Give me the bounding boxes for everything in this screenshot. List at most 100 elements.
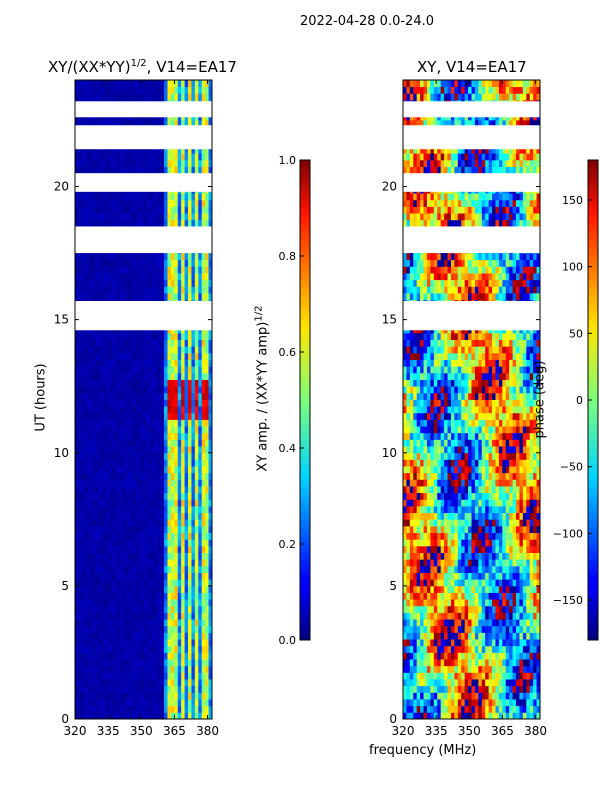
phase-cell <box>444 679 448 687</box>
amp-cell <box>126 459 131 467</box>
amp-cell <box>105 432 110 440</box>
amp-cell <box>194 585 199 593</box>
amp-cell <box>143 525 148 534</box>
phase-cell <box>519 672 524 680</box>
amp-cell <box>133 579 138 587</box>
amp-cell <box>95 359 100 367</box>
phase-cell <box>437 572 442 580</box>
phase-cell <box>464 679 469 687</box>
phase-cell <box>512 539 517 547</box>
amp-cell <box>119 625 124 633</box>
amp-cell <box>157 253 162 261</box>
amp-cell <box>191 685 196 693</box>
amp-cell <box>146 159 151 167</box>
phase-cell <box>430 579 435 587</box>
amp-cell <box>88 545 93 553</box>
amp-cell <box>146 539 151 547</box>
amp-cell <box>109 639 114 647</box>
amp-cell <box>119 705 124 713</box>
amp-cell <box>167 539 172 547</box>
phase-cell <box>495 592 500 600</box>
amp-cell <box>170 545 175 553</box>
amp-cell <box>167 585 172 593</box>
amp-cell <box>167 665 172 673</box>
phase-cell <box>444 699 448 707</box>
amp-cell <box>181 146 185 154</box>
phase-cell <box>502 652 507 660</box>
amp-cell <box>122 432 127 440</box>
phase-cell <box>413 565 418 573</box>
amp-cell <box>157 386 162 394</box>
amp-cell <box>205 705 209 713</box>
amp-cell <box>205 266 209 274</box>
amp-cell <box>205 525 209 534</box>
amp-cell <box>126 692 131 700</box>
y-tick-label: 5 <box>61 579 69 593</box>
amp-cell <box>98 259 103 267</box>
amp-cell <box>164 279 168 287</box>
amp-cell <box>140 352 144 360</box>
amp-cell <box>109 419 114 427</box>
amp-cell <box>102 652 107 660</box>
phase-cell <box>495 712 500 720</box>
amp-cell <box>181 286 185 294</box>
amp-cell <box>160 439 165 447</box>
phase-cell <box>474 705 479 713</box>
phase-cell <box>502 712 507 720</box>
amp-cell <box>184 499 189 507</box>
amp-cell <box>119 545 124 553</box>
amp-cell <box>129 552 134 560</box>
amp-cell <box>112 266 117 274</box>
x-tick-label: 380 <box>196 724 219 738</box>
amp-cell <box>191 432 196 440</box>
amp-cell <box>98 146 103 154</box>
amp-cell <box>126 452 131 460</box>
amp-cell <box>136 159 141 167</box>
amp-cell <box>129 419 134 427</box>
amp-cell <box>126 432 131 440</box>
amp-cell <box>129 605 134 613</box>
amp-cell <box>174 592 179 600</box>
amp-cell <box>205 146 209 154</box>
amp-cell <box>78 386 83 394</box>
amp-cell <box>153 346 158 354</box>
amp-cell <box>174 466 179 474</box>
amp-cell <box>75 592 79 600</box>
amp-cell <box>126 266 131 274</box>
amp-cell <box>157 472 162 480</box>
phase-cell <box>406 532 411 540</box>
amp-cell <box>92 359 96 367</box>
amp-cell <box>109 705 114 713</box>
amp-cell <box>201 426 206 434</box>
amp-cell <box>75 459 79 467</box>
amp-cell <box>112 166 117 174</box>
amp-cell <box>95 432 100 440</box>
amp-cell <box>181 685 185 693</box>
phase-cell <box>447 532 452 540</box>
amp-cell <box>136 406 141 414</box>
amp-cell <box>208 366 213 374</box>
amp-cell <box>157 685 162 693</box>
amp-cell <box>146 166 151 174</box>
amp-cell <box>75 119 79 127</box>
amp-cell <box>208 352 213 360</box>
amp-cell <box>112 539 117 547</box>
amp-cell <box>174 472 179 480</box>
amp-cell <box>191 605 196 613</box>
amp-cell <box>160 206 165 214</box>
amp-cell <box>140 279 144 287</box>
amp-cell <box>167 86 172 94</box>
amp-cell <box>75 559 79 567</box>
phase-cell <box>488 672 493 680</box>
amp-cell <box>140 119 144 127</box>
amp-cell <box>205 665 209 673</box>
amp-cell <box>92 253 96 261</box>
amp-cell <box>157 346 162 354</box>
phase-cell <box>420 659 424 667</box>
amp-cell <box>112 585 117 593</box>
phase-cell <box>478 699 483 707</box>
amp-cell <box>122 472 127 480</box>
amp-cell <box>78 219 83 227</box>
amp-cell <box>208 659 213 667</box>
amp-cell <box>188 605 192 613</box>
